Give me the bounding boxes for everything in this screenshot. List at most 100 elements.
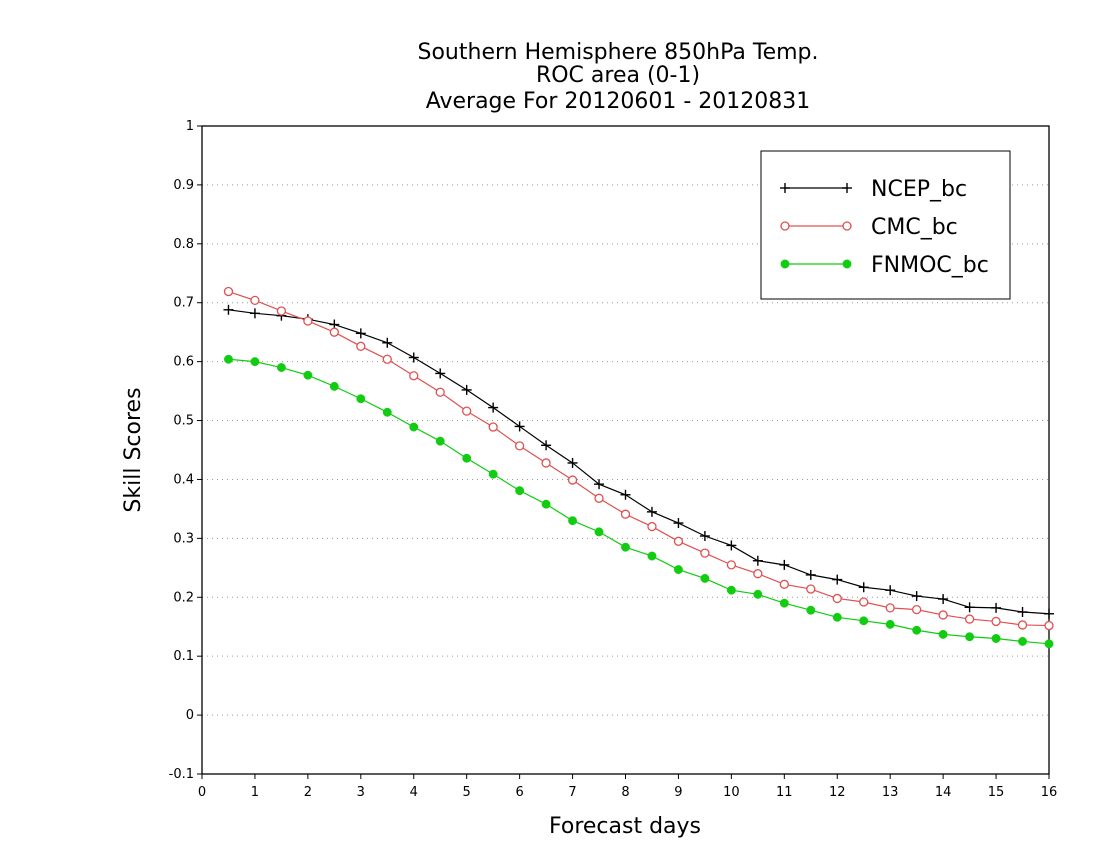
data-point-fnmoc-bc [594,527,604,537]
data-point-fnmoc-bc [753,589,763,599]
x-tick-label: 15 [988,785,1005,800]
data-point-cmc-bc [779,579,789,589]
data-point-fnmoc-bc [965,632,975,642]
data-point-cmc-bc [620,509,631,519]
data-point-ncep-bc [1017,607,1028,617]
data-point-fnmoc-bc [329,381,339,391]
chart-title: Southern Hemisphere 850hPa Temp. [418,40,819,65]
data-point-cmc-bc [700,548,710,558]
data-point-fnmoc-bc [621,542,630,552]
data-point-ncep-bc [832,574,843,585]
y-tick-label: 0.6 [173,355,194,370]
x-tick-label: 16 [1041,785,1058,800]
y-tick-label: 0.1 [173,649,194,664]
y-tick-label: 0.4 [173,472,194,487]
legend-marker [842,259,852,269]
data-point-ncep-bc [567,457,578,468]
data-point-ncep-bc [699,531,710,542]
data-point-fnmoc-bc [991,634,1001,643]
y-tick-label: 0.3 [173,531,194,546]
y-tick-label: 0.8 [173,237,194,252]
data-point-fnmoc-bc [409,422,419,432]
data-point-cmc-bc [673,536,684,546]
x-tick-label: 9 [674,785,682,800]
legend-marker [780,221,790,231]
y-tick-label: 0.2 [173,590,194,605]
y-tick-label: -0.1 [169,767,194,782]
data-point-fnmoc-bc [938,629,948,639]
data-point-fnmoc-bc [1018,637,1027,646]
data-point-cmc-bc [912,604,922,615]
data-point-cmc-bc [647,521,657,532]
data-point-fnmoc-bc [488,469,498,479]
data-point-ncep-bc [1044,608,1054,619]
data-point-fnmoc-bc [673,565,683,575]
data-point-cmc-bc [1017,620,1028,630]
x-tick-label: 4 [410,785,418,800]
x-tick-label: 7 [568,785,576,800]
legend-entry-fnmoc-bc: FNMOC_bc [780,253,989,278]
data-point-fnmoc-bc [435,436,445,446]
data-point-cmc-bc [991,616,1001,627]
data-point-ncep-bc [488,402,499,413]
data-point-fnmoc-bc [515,486,525,496]
x-tick-label: 0 [198,785,206,800]
data-point-ncep-bc [382,337,393,348]
data-point-cmc-bc [329,327,339,337]
data-point-cmc-bc [250,295,260,306]
data-point-cmc-bc [514,441,525,451]
data-point-fnmoc-bc [859,616,869,626]
data-point-cmc-bc [885,603,895,613]
legend-marker [842,221,852,231]
data-point-ncep-bc [435,368,446,379]
y-tick-label: 0.5 [173,414,194,429]
data-point-fnmoc-bc [726,585,736,595]
data-point-ncep-bc [355,328,366,339]
x-tick-label: 6 [515,785,523,800]
x-tick-label: 10 [723,785,740,800]
y-tick-label: 0 [186,708,194,723]
legend-box [760,150,1011,300]
data-point-fnmoc-bc [250,357,260,367]
legend: NCEP_bc CMC_bc FNMOC_bc [760,150,1011,300]
data-point-cmc-bc [806,584,816,594]
data-point-cmc-bc [382,354,392,364]
data-point-cmc-bc [832,593,842,604]
data-point-cmc-bc [356,341,366,351]
data-point-ncep-bc [752,555,763,566]
x-tick-label: 5 [463,785,471,800]
data-point-cmc-bc [594,493,604,503]
data-point-fnmoc-bc [885,619,895,629]
x-tick-label: 13 [882,785,899,800]
data-point-ncep-bc [223,304,234,315]
data-point-fnmoc-bc [541,499,551,509]
data-point-cmc-bc [488,422,498,432]
data-point-ncep-bc [408,352,419,363]
data-point-cmc-bc [462,406,472,416]
x-axis-label: Forecast days [549,814,701,839]
x-tick-label: 1 [251,785,259,800]
data-point-ncep-bc [646,506,657,517]
legend-marker [780,259,790,269]
legend-label: FNMOC_bc [871,253,989,278]
data-point-cmc-bc [859,597,869,607]
legend-marker [842,183,852,193]
data-point-cmc-bc [276,306,287,316]
data-point-ncep-bc [885,585,896,596]
x-tick-label: 12 [829,785,846,800]
data-point-fnmoc-bc [224,354,233,364]
series-lines [223,286,1054,649]
data-point-cmc-bc [303,316,313,326]
data-point-fnmoc-bc [647,551,657,561]
y-tick-label: 0.7 [173,296,194,311]
data-point-cmc-bc [938,610,948,620]
data-point-ncep-bc [964,602,975,613]
data-point-cmc-bc [567,475,578,485]
x-axis-ticks: 0 1 2 3 4 5 6 7 8 9 10 11 12 13 14 15 16 [198,774,1057,800]
y-axis-label: Skill Scores [121,387,146,512]
data-point-ncep-bc [991,602,1002,613]
y-axis-ticks: -0.1 0 0.1 0.2 0.3 0.4 0.5 0.6 0.7 0.8 0.9 1 [169,119,202,782]
data-point-cmc-bc [435,387,445,397]
legend-label: CMC_bc [871,215,958,240]
